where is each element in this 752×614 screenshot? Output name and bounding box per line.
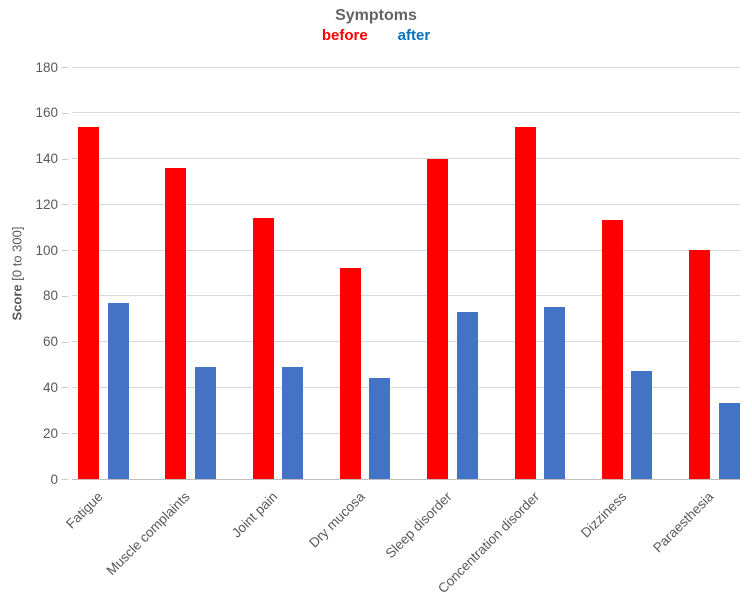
bar-after-sleep-disorder <box>456 311 478 479</box>
y-tick-label-180: 180 <box>35 59 58 75</box>
y-tick-mark-160 <box>62 112 68 114</box>
gridline-100 <box>72 249 740 251</box>
y-tick-mark-0 <box>62 479 68 480</box>
y-tick-label-80: 80 <box>42 288 58 304</box>
gridline-60 <box>72 341 740 343</box>
x-label-fatigue: Fatigue <box>63 489 106 532</box>
x-label-muscle-complaints: Muscle complaints <box>103 489 193 579</box>
x-label-dry-mucosa: Dry mucosa <box>305 489 368 551</box>
bar-after-dry-mucosa <box>369 378 391 479</box>
bar-before-paraesthesia <box>689 250 711 479</box>
bar-before-dry-mucosa <box>339 268 361 479</box>
chart-legend: before after <box>0 27 752 44</box>
x-label-joint-pain: Joint pain <box>228 489 281 541</box>
legend-item-after: after <box>397 27 431 44</box>
bar-after-concentration-disorder <box>544 307 565 479</box>
bar-before-fatigue <box>78 126 99 479</box>
gridline-140 <box>72 158 740 160</box>
plot-area <box>72 66 740 480</box>
gridline-20 <box>72 432 740 434</box>
gridline-180 <box>72 66 740 68</box>
y-tick-label-120: 120 <box>35 196 58 212</box>
gridline-160 <box>72 112 740 114</box>
y-tick-mark-180 <box>62 67 68 68</box>
x-axis-line <box>72 479 740 480</box>
gridline-120 <box>72 203 740 205</box>
y-axis-title: Score [0 to 300] <box>10 214 25 334</box>
y-tick-mark-60 <box>62 341 68 343</box>
y-tick-mark-40 <box>62 387 68 389</box>
bar-before-concentration-disorder <box>514 126 536 479</box>
x-label-paraesthesia: Paraesthesia <box>650 489 717 556</box>
gridline-80 <box>72 295 740 297</box>
gridline-40 <box>72 386 740 388</box>
y-tick-label-60: 60 <box>42 334 58 350</box>
x-label-sleep-disorder: Sleep disorder <box>382 489 455 562</box>
y-tick-mark-120 <box>62 204 68 206</box>
y-tick-label-140: 140 <box>35 151 58 167</box>
bar-before-sleep-disorder <box>427 158 449 479</box>
bar-after-paraesthesia <box>718 403 740 479</box>
chart-title: Symptoms <box>335 7 417 24</box>
y-tick-mark-100 <box>62 250 68 252</box>
y-tick-label-0: 0 <box>50 471 58 487</box>
bar-after-dizziness <box>631 371 653 479</box>
y-tick-label-160: 160 <box>35 105 58 121</box>
x-label-dizziness: Dizziness <box>577 489 630 541</box>
y-tick-mark-80 <box>62 295 68 297</box>
legend-item-before: before <box>321 27 368 44</box>
y-tick-mark-140 <box>62 158 68 160</box>
bar-after-fatigue <box>107 302 129 479</box>
bar-before-joint-pain <box>252 218 274 479</box>
bar-before-muscle-complaints <box>165 167 187 479</box>
x-label-concentration-disorder: Concentration disorder <box>434 489 543 597</box>
y-tick-label-40: 40 <box>42 379 58 395</box>
bar-after-joint-pain <box>282 366 304 479</box>
y-tick-label-20: 20 <box>42 425 58 441</box>
y-tick-mark-20 <box>62 433 68 435</box>
bar-before-dizziness <box>601 220 623 479</box>
y-tick-label-100: 100 <box>35 242 58 258</box>
bar-after-muscle-complaints <box>194 366 216 479</box>
